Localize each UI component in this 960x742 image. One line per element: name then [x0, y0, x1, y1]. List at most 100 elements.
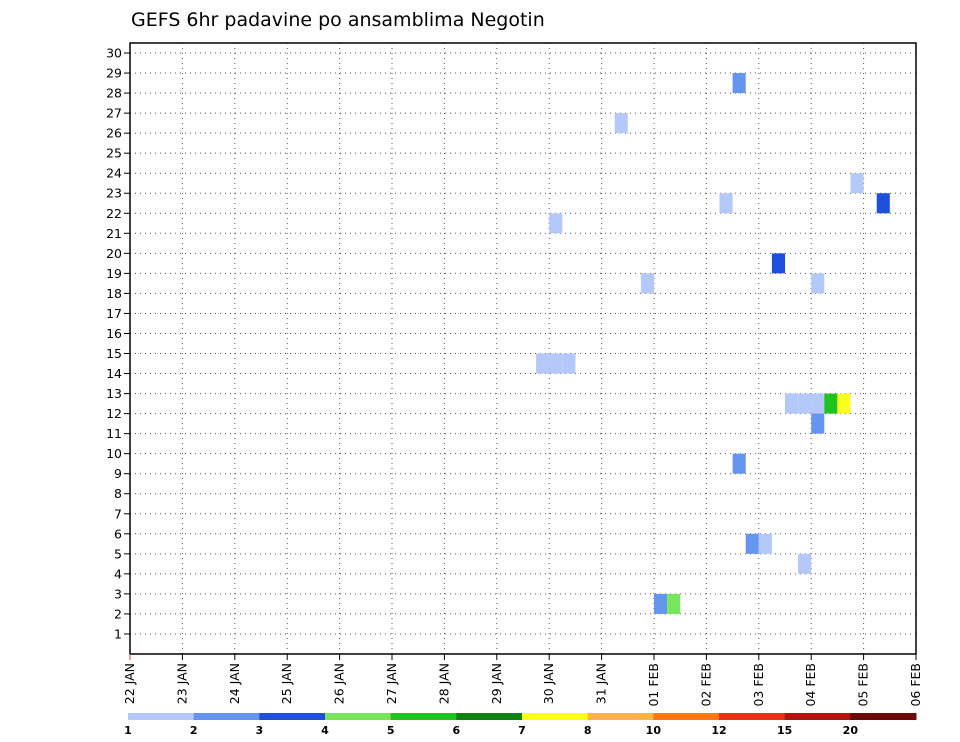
heatmap-cell	[811, 273, 825, 294]
x-tick-label: 29 JAN	[489, 663, 504, 704]
x-tick-label: 27 JAN	[384, 663, 399, 704]
legend-label: 15	[777, 724, 792, 737]
y-tick-label: 25	[106, 146, 122, 161]
legend-label: 8	[584, 724, 592, 737]
legend-label: 10	[646, 724, 662, 737]
legend-label: 20	[843, 724, 859, 737]
heatmap-cell	[785, 393, 799, 414]
x-tick-label: 30 JAN	[541, 663, 556, 704]
heatmap-cell	[811, 393, 825, 414]
y-tick-label: 10	[106, 446, 122, 461]
legend-swatch	[325, 713, 392, 720]
y-tick-label: 2	[114, 606, 122, 621]
y-tick-label: 27	[106, 106, 122, 121]
cells-layer	[536, 73, 890, 614]
y-tick-label: 21	[106, 226, 122, 241]
y-tick-label: 22	[106, 206, 122, 221]
heatmap-cell	[798, 553, 812, 574]
y-tick-label: 1	[114, 626, 122, 641]
heatmap-cell	[549, 213, 563, 234]
x-tick-label: 23 JAN	[174, 663, 189, 704]
heatmap-cell	[824, 393, 838, 414]
y-tick-label: 4	[114, 566, 122, 581]
x-tick-label: 05 FEB	[856, 663, 871, 707]
x-tick-label: 22 JAN	[122, 663, 137, 704]
heatmap-cell	[667, 593, 681, 614]
heatmap-cell	[758, 533, 772, 554]
y-tick-label: 20	[106, 246, 122, 261]
heatmap-cell	[798, 393, 812, 414]
y-tick-label: 29	[106, 66, 122, 81]
heatmap-cell	[837, 393, 851, 414]
legend-swatch	[522, 713, 589, 720]
y-tick-label: 12	[106, 406, 122, 421]
legend-label: 7	[518, 724, 526, 737]
y-tick-label: 3	[114, 586, 122, 601]
y-tick-label: 30	[106, 46, 122, 61]
y-tick-label: 24	[106, 166, 122, 181]
y-tick-label: 5	[114, 546, 122, 561]
y-tick-label: 11	[106, 426, 122, 441]
legend-label: 12	[711, 724, 726, 737]
heatmap-cell	[850, 173, 864, 194]
heatmap-cell	[640, 273, 654, 294]
legend-swatch	[456, 713, 523, 720]
x-tick-label: 24 JAN	[227, 663, 242, 704]
x-tick-label: 02 FEB	[698, 663, 713, 707]
y-tick-label: 8	[114, 486, 122, 501]
legend-swatch	[784, 713, 851, 720]
heatmap-cell	[654, 593, 668, 614]
legend-label: 2	[190, 724, 198, 737]
y-tick-label: 23	[106, 186, 122, 201]
legend-label: 6	[453, 724, 461, 737]
legend-swatch	[390, 713, 457, 720]
heatmap-cell	[614, 113, 628, 134]
y-tick-label: 28	[106, 86, 122, 101]
x-tick-label: 04 FEB	[803, 663, 818, 707]
heatmap-cell	[732, 73, 746, 94]
legend-label: 4	[321, 724, 329, 737]
legend-swatch	[719, 713, 786, 720]
legend-label: 1	[124, 724, 132, 737]
legend-swatch	[128, 713, 195, 720]
x-axis: 22 JAN 23 JAN 24 JAN 25 JAN 26 JAN 27 JAN 28 J…	[122, 654, 923, 707]
x-tick-label: 31 JAN	[594, 663, 609, 704]
legend-swatch	[193, 713, 260, 720]
heatmap-cell	[536, 353, 550, 374]
x-tick-label: 26 JAN	[332, 663, 347, 704]
plot-frame	[129, 42, 917, 655]
heatmap-cell	[745, 533, 759, 554]
heatmap-cell	[876, 193, 890, 214]
legend-swatch	[259, 713, 326, 720]
legend-label: 5	[387, 724, 395, 737]
heatmap-cell	[811, 413, 825, 434]
heatmap-cell	[549, 353, 563, 374]
x-tick-label: 25 JAN	[279, 663, 294, 704]
legend-label: 3	[256, 724, 264, 737]
y-axis: 1234567891011121314151617181920212223242…	[106, 46, 130, 641]
y-tick-label: 6	[114, 526, 122, 541]
heatmap-cell	[771, 253, 785, 274]
y-tick-label: 14	[106, 366, 122, 381]
legend-swatch	[850, 713, 917, 720]
y-tick-label: 17	[106, 306, 122, 321]
x-tick-label: 03 FEB	[751, 663, 766, 707]
y-tick-label: 19	[106, 266, 122, 281]
y-tick-label: 7	[114, 506, 122, 521]
heatmap-cell	[562, 353, 576, 374]
chart-title: GEFS 6hr padavine po ansamblima Negotin	[131, 9, 545, 31]
y-tick-label: 18	[106, 286, 122, 301]
y-tick-label: 16	[106, 326, 122, 341]
y-tick-label: 13	[106, 386, 122, 401]
heatmap-cell	[732, 453, 746, 474]
legend-swatch	[653, 713, 720, 720]
y-tick-label: 15	[106, 346, 122, 361]
x-tick-label: 28 JAN	[436, 663, 451, 704]
y-tick-label: 9	[114, 466, 122, 481]
legend-swatch	[587, 713, 654, 720]
x-tick-label: 01 FEB	[646, 663, 661, 707]
color-legend: 1 2 3 4 5 6 7 8 10 12 15 20	[124, 713, 917, 737]
heatmap-cell	[719, 193, 733, 214]
y-tick-label: 26	[106, 126, 122, 141]
